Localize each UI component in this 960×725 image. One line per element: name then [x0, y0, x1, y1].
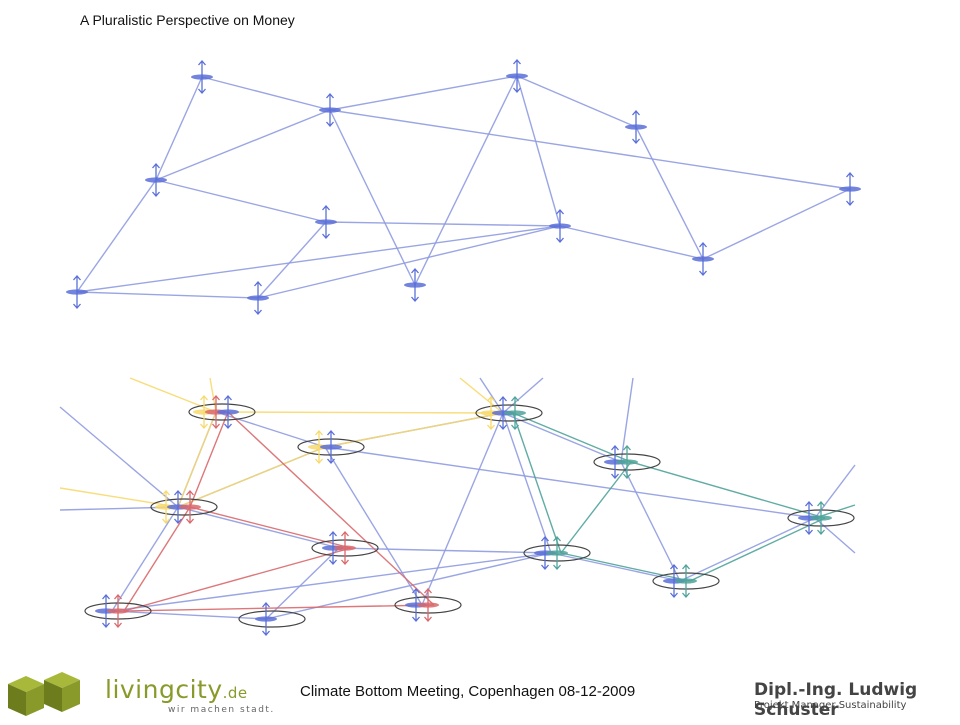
- network-link-offscreen: [814, 464, 856, 519]
- currency-yellow-link-offscreen: [459, 377, 504, 414]
- network-link-offscreen: [59, 406, 179, 508]
- network-link: [76, 291, 259, 299]
- network-link: [111, 552, 552, 612]
- actor-node-ring: [188, 403, 256, 421]
- slide-title: A Pluralistic Perspective on Money: [80, 12, 295, 28]
- actor-node-arrow-icon: [839, 172, 861, 206]
- actor-node-arrow-icon: [404, 268, 426, 302]
- currency-yellow-link: [324, 412, 504, 448]
- actor-node-arrow-icon: [692, 242, 714, 276]
- currency-red-arrow-icon: [334, 531, 356, 565]
- currency-teal-arrow-icon: [810, 501, 832, 535]
- livingcity-logo: [0, 662, 260, 720]
- actor-node-arrow-icon: [145, 163, 167, 197]
- currency-teal-arrow-icon: [546, 536, 568, 570]
- currency-red-arrow-icon: [107, 594, 129, 628]
- currency-red-link: [227, 411, 435, 606]
- actor-node-arrow-icon: [191, 60, 213, 94]
- actor-node-arrow-icon: [549, 209, 571, 243]
- network-link: [257, 221, 327, 299]
- network-link: [329, 109, 416, 286]
- brand-name-text: livingcity: [105, 675, 223, 704]
- currency-blue-arrow-icon: [217, 395, 239, 429]
- network-link: [620, 461, 681, 582]
- network-link: [76, 179, 157, 293]
- currency-teal-arrow-icon: [504, 396, 526, 430]
- currency-yellow-link: [177, 446, 326, 508]
- currency-blue-arrow-icon: [320, 430, 342, 464]
- network-link: [265, 547, 340, 620]
- network-link: [702, 188, 851, 260]
- network-link: [550, 552, 681, 582]
- brand-tld: .de: [222, 684, 248, 702]
- network-link: [516, 75, 561, 227]
- actor-node-ring: [238, 610, 306, 628]
- brand-name: livingcity.de: [105, 675, 248, 704]
- actor-node-ring: [475, 404, 543, 422]
- actor-node-arrow-icon: [625, 110, 647, 144]
- network-link: [111, 506, 179, 612]
- network-link: [502, 412, 552, 554]
- currency-teal-link: [512, 412, 562, 554]
- currency-blue-arrow-icon: [255, 602, 277, 636]
- actor-node-ring: [150, 498, 218, 516]
- currency-red-arrow-icon: [179, 490, 201, 524]
- multi-currency-network-diagram: [59, 377, 856, 636]
- currency-yellow-link: [177, 411, 217, 508]
- actor-node-arrow-icon: [247, 281, 269, 315]
- network-link: [215, 411, 326, 448]
- currency-red-arrow-icon: [417, 588, 439, 622]
- currency-yellow-link-offscreen: [59, 487, 179, 508]
- network-link: [265, 552, 552, 620]
- currency-teal-link: [512, 412, 632, 463]
- network-link: [414, 75, 518, 286]
- brand-tagline: wir machen stadt.: [168, 705, 275, 715]
- network-link: [201, 76, 331, 111]
- network-link: [679, 517, 816, 582]
- actor-node-arrow-icon: [315, 205, 337, 239]
- currency-red-link: [123, 604, 435, 612]
- currency-red-link: [123, 506, 191, 612]
- currency-red-link: [189, 411, 229, 508]
- network-link: [155, 179, 327, 223]
- footer-caption: Climate Bottom Meeting, Copenhagen 08-12…: [300, 683, 636, 700]
- network-link: [502, 412, 622, 463]
- author-name: Dipl.-Ing. Ludwig Schuster: [754, 680, 918, 720]
- network-link: [421, 412, 504, 606]
- network-link-offscreen: [814, 517, 856, 554]
- author-role: Projekt Manager Sustainability: [754, 700, 907, 711]
- network-link: [559, 225, 704, 260]
- network-link: [76, 225, 561, 293]
- currency-teal-link: [630, 461, 826, 519]
- actor-node-arrow-icon: [506, 59, 528, 93]
- currency-yellow-link-offscreen: [209, 377, 217, 413]
- network-link: [177, 506, 340, 549]
- currency-yellow-link: [215, 411, 504, 414]
- currency-red-link: [189, 506, 352, 549]
- single-currency-network-diagram: [66, 59, 861, 315]
- network-link: [257, 225, 561, 299]
- network-link: [329, 75, 518, 111]
- network-link: [111, 610, 267, 620]
- network-link: [324, 446, 816, 519]
- network-link-offscreen: [620, 377, 634, 463]
- currency-red-link: [123, 547, 352, 612]
- actor-node-arrow-icon: [319, 93, 341, 127]
- network-link-offscreen: [479, 377, 504, 414]
- network-link-offscreen: [502, 377, 544, 414]
- network-link: [155, 76, 203, 181]
- house-cubes-icon: [8, 672, 80, 716]
- actor-node-arrow-icon: [66, 275, 88, 309]
- network-link: [325, 221, 561, 227]
- network-link: [329, 109, 851, 190]
- currency-teal-arrow-icon: [675, 564, 697, 598]
- currency-teal-link: [560, 461, 632, 554]
- currency-teal-arrow-icon: [616, 445, 638, 479]
- currency-teal-link: [689, 517, 826, 582]
- network-link: [516, 75, 637, 128]
- currency-teal-link: [560, 552, 691, 582]
- network-link: [155, 109, 331, 181]
- currency-yellow-link-offscreen: [129, 377, 217, 413]
- network-link: [635, 126, 704, 260]
